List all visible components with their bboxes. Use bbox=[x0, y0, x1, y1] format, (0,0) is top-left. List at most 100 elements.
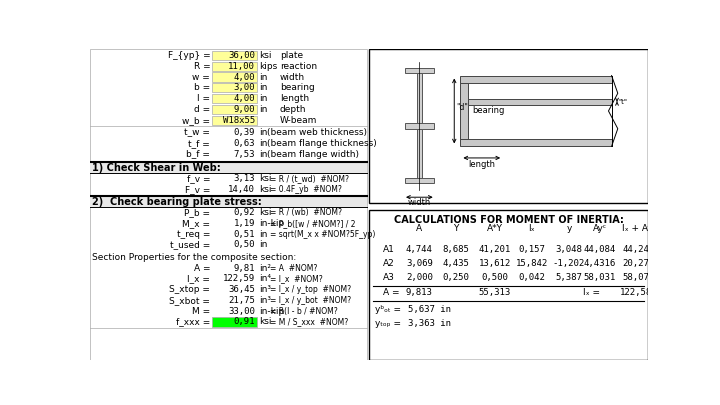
Text: b =: b = bbox=[194, 83, 210, 92]
Text: M_x =: M_x = bbox=[182, 219, 210, 228]
Text: in: in bbox=[259, 230, 267, 239]
Text: in³: in³ bbox=[259, 285, 271, 294]
Text: 14,40: 14,40 bbox=[228, 185, 255, 194]
Text: ksi: ksi bbox=[259, 185, 271, 194]
Text: 0,500: 0,500 bbox=[481, 273, 508, 282]
Text: 9,813: 9,813 bbox=[406, 288, 433, 297]
Bar bbox=[405, 178, 434, 183]
Text: ksi: ksi bbox=[259, 51, 271, 60]
Text: 58,073: 58,073 bbox=[623, 273, 654, 282]
Text: W18x55: W18x55 bbox=[222, 116, 255, 125]
Text: Iₓ =: Iₓ = bbox=[583, 288, 600, 297]
Bar bbox=[369, 49, 648, 202]
Text: 1) Check Shear in Web:: 1) Check Shear in Web: bbox=[92, 163, 221, 173]
Text: t_req =: t_req = bbox=[176, 230, 210, 239]
Text: 3,13: 3,13 bbox=[233, 174, 255, 183]
Text: 36,45: 36,45 bbox=[228, 285, 255, 294]
Text: 11,00: 11,00 bbox=[228, 62, 255, 71]
Bar bbox=[212, 115, 256, 125]
Text: kips: kips bbox=[259, 62, 277, 71]
Text: = P_b([w / #NOM?] / 2: = P_b([w / #NOM?] / 2 bbox=[270, 219, 355, 228]
Text: (beam web thickness): (beam web thickness) bbox=[266, 128, 366, 137]
Text: t_f =: t_f = bbox=[189, 139, 210, 148]
Bar bbox=[461, 139, 611, 146]
Bar bbox=[405, 123, 434, 129]
Text: 8,685: 8,685 bbox=[442, 245, 469, 254]
Text: 15,842: 15,842 bbox=[516, 259, 548, 268]
Text: width: width bbox=[408, 198, 431, 207]
Bar bbox=[212, 105, 256, 114]
Text: length: length bbox=[280, 94, 309, 103]
Text: 0,042: 0,042 bbox=[518, 273, 545, 282]
Bar bbox=[212, 51, 256, 60]
Text: t_used =: t_used = bbox=[170, 241, 210, 249]
Bar bbox=[212, 94, 256, 103]
Text: S_xbot =: S_xbot = bbox=[169, 296, 210, 305]
Text: 4,435: 4,435 bbox=[442, 259, 469, 268]
Text: R =: R = bbox=[194, 62, 210, 71]
Text: 55,313: 55,313 bbox=[478, 288, 510, 297]
Text: 58,031: 58,031 bbox=[584, 273, 616, 282]
Text: 122,59: 122,59 bbox=[222, 274, 255, 283]
Bar bbox=[405, 68, 434, 73]
Text: 44,084: 44,084 bbox=[584, 245, 616, 254]
Text: 0,63: 0,63 bbox=[233, 139, 255, 148]
Text: = R / (wb)  #NOM?: = R / (wb) #NOM? bbox=[270, 208, 342, 217]
Text: in: in bbox=[259, 105, 267, 114]
Text: 33,00: 33,00 bbox=[228, 307, 255, 315]
Text: A =: A = bbox=[194, 264, 210, 273]
Text: width: width bbox=[280, 72, 305, 81]
Text: W-beam: W-beam bbox=[280, 116, 318, 125]
Text: Y: Y bbox=[453, 224, 459, 233]
Text: 0,157: 0,157 bbox=[518, 245, 545, 254]
Text: in: in bbox=[259, 241, 267, 249]
Text: 7,53: 7,53 bbox=[233, 149, 255, 159]
Text: 0,50: 0,50 bbox=[233, 241, 255, 249]
Text: 5,637 in: 5,637 in bbox=[408, 305, 451, 314]
Text: "t": "t" bbox=[618, 99, 628, 105]
Bar bbox=[212, 83, 256, 92]
Text: 3,069: 3,069 bbox=[406, 259, 433, 268]
Text: "d": "d" bbox=[456, 102, 469, 112]
Text: in⁴: in⁴ bbox=[259, 274, 271, 283]
Text: 0,250: 0,250 bbox=[442, 273, 469, 282]
Text: length: length bbox=[468, 160, 495, 168]
Text: in: in bbox=[259, 128, 267, 137]
Text: 1,19: 1,19 bbox=[233, 219, 255, 228]
Text: t_w =: t_w = bbox=[184, 128, 210, 137]
Text: in²: in² bbox=[259, 264, 271, 273]
Text: Ayᶜ: Ayᶜ bbox=[593, 224, 607, 233]
Text: = I_x / y_bot  #NOM?: = I_x / y_bot #NOM? bbox=[270, 296, 351, 305]
Bar bbox=[369, 210, 648, 360]
Text: 3,363 in: 3,363 in bbox=[408, 319, 451, 328]
Text: ksi: ksi bbox=[259, 208, 271, 217]
Text: in: in bbox=[259, 83, 267, 92]
Text: F_v =: F_v = bbox=[185, 185, 210, 194]
Text: 20,274: 20,274 bbox=[623, 259, 654, 268]
Bar bbox=[212, 72, 256, 82]
Text: A1: A1 bbox=[383, 245, 395, 254]
Text: = 0.4F_yb  #NOM?: = 0.4F_yb #NOM? bbox=[270, 185, 342, 194]
Text: Iₓ: Iₓ bbox=[528, 224, 535, 233]
Text: 4,00: 4,00 bbox=[233, 72, 255, 81]
Text: = sqrt(M_x x #NOM?5F_yp): = sqrt(M_x x #NOM?5F_yp) bbox=[270, 230, 375, 239]
Text: 4,744: 4,744 bbox=[406, 245, 433, 254]
Text: A*Y: A*Y bbox=[487, 224, 503, 233]
Text: I_x =: I_x = bbox=[187, 274, 210, 283]
Text: plate: plate bbox=[280, 51, 303, 60]
Text: = R / (t_wd)  #NOM?: = R / (t_wd) #NOM? bbox=[270, 174, 348, 183]
Text: in-kip: in-kip bbox=[259, 307, 284, 315]
Text: = I_x / y_top  #NOM?: = I_x / y_top #NOM? bbox=[270, 285, 351, 294]
Text: 44,241: 44,241 bbox=[623, 245, 654, 254]
Text: w_b =: w_b = bbox=[182, 116, 210, 125]
Text: in: in bbox=[259, 139, 267, 148]
Text: 2)  Check bearing plate stress:: 2) Check bearing plate stress: bbox=[92, 197, 262, 207]
Text: bearing: bearing bbox=[280, 83, 315, 92]
Text: w =: w = bbox=[192, 72, 210, 81]
Text: -1,202: -1,202 bbox=[553, 259, 585, 268]
Text: = A  #NOM?: = A #NOM? bbox=[270, 264, 318, 273]
Text: 4,00: 4,00 bbox=[233, 94, 255, 103]
Text: in: in bbox=[259, 149, 267, 159]
Text: 3,048: 3,048 bbox=[556, 245, 582, 254]
Text: A3: A3 bbox=[383, 273, 395, 282]
